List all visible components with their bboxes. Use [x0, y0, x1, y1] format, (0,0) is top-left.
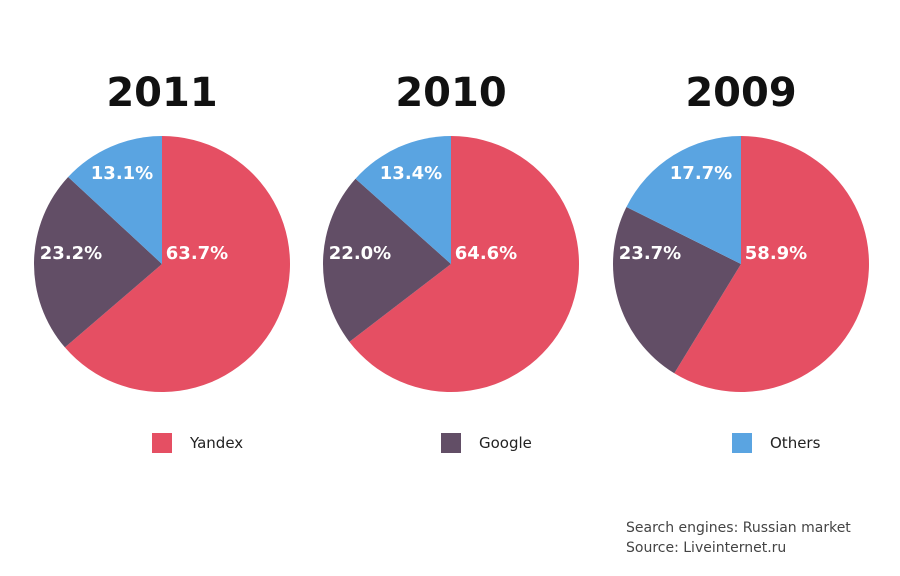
pie-slice-yandex: [64, 136, 290, 393]
data-label-others: 13.4%: [380, 163, 442, 184]
source-line-1: Search engines: Russian market: [626, 520, 851, 536]
pie-slice-google: [33, 176, 163, 348]
legend-item-google: Google: [441, 428, 532, 458]
pie-slice-others: [68, 136, 162, 264]
pie-chart-2011: 2011 63.7% 23.2% 13.1%: [33, 70, 290, 393]
source-note: Search engines: Russian market Source: L…: [626, 518, 851, 558]
legend-swatch-others: [732, 433, 752, 453]
source-line-2: Source: Liveinternet.ru: [626, 540, 787, 556]
data-label-google: 23.7%: [619, 243, 681, 264]
legend-label-google: Google: [479, 434, 532, 452]
legend-swatch-yandex: [152, 433, 172, 453]
data-label-yandex: 63.7%: [166, 243, 228, 264]
pie-slice-yandex: [674, 136, 869, 392]
chart-title: 2010: [395, 70, 506, 116]
pie-chart-2009: 2009 58.9% 23.7% 17.7%: [613, 70, 869, 392]
data-label-yandex: 58.9%: [745, 243, 807, 264]
legend-label-others: Others: [770, 434, 821, 452]
legend-label-yandex: Yandex: [190, 434, 244, 452]
chart-title: 2009: [685, 70, 796, 116]
data-label-others: 13.1%: [91, 163, 153, 184]
data-label-others: 17.7%: [670, 163, 732, 184]
pie-chart-2010: 2010 64.6% 22.0% 13.4%: [323, 70, 579, 392]
pie-slice-google: [613, 206, 741, 374]
data-label-yandex: 64.6%: [455, 243, 517, 264]
pie-slice-yandex: [349, 136, 579, 392]
pie-slice-others: [355, 136, 451, 264]
pie-slice-google: [323, 178, 451, 342]
legend-swatch-google: [441, 433, 461, 453]
data-label-google: 23.2%: [40, 243, 102, 264]
legend-item-yandex: Yandex: [152, 428, 243, 458]
legend: Yandex Google Others: [0, 428, 900, 458]
data-label-google: 22.0%: [329, 243, 391, 264]
pie-slice-others: [626, 136, 741, 264]
chart-title: 2011: [106, 70, 217, 116]
legend-item-others: Others: [732, 428, 820, 458]
